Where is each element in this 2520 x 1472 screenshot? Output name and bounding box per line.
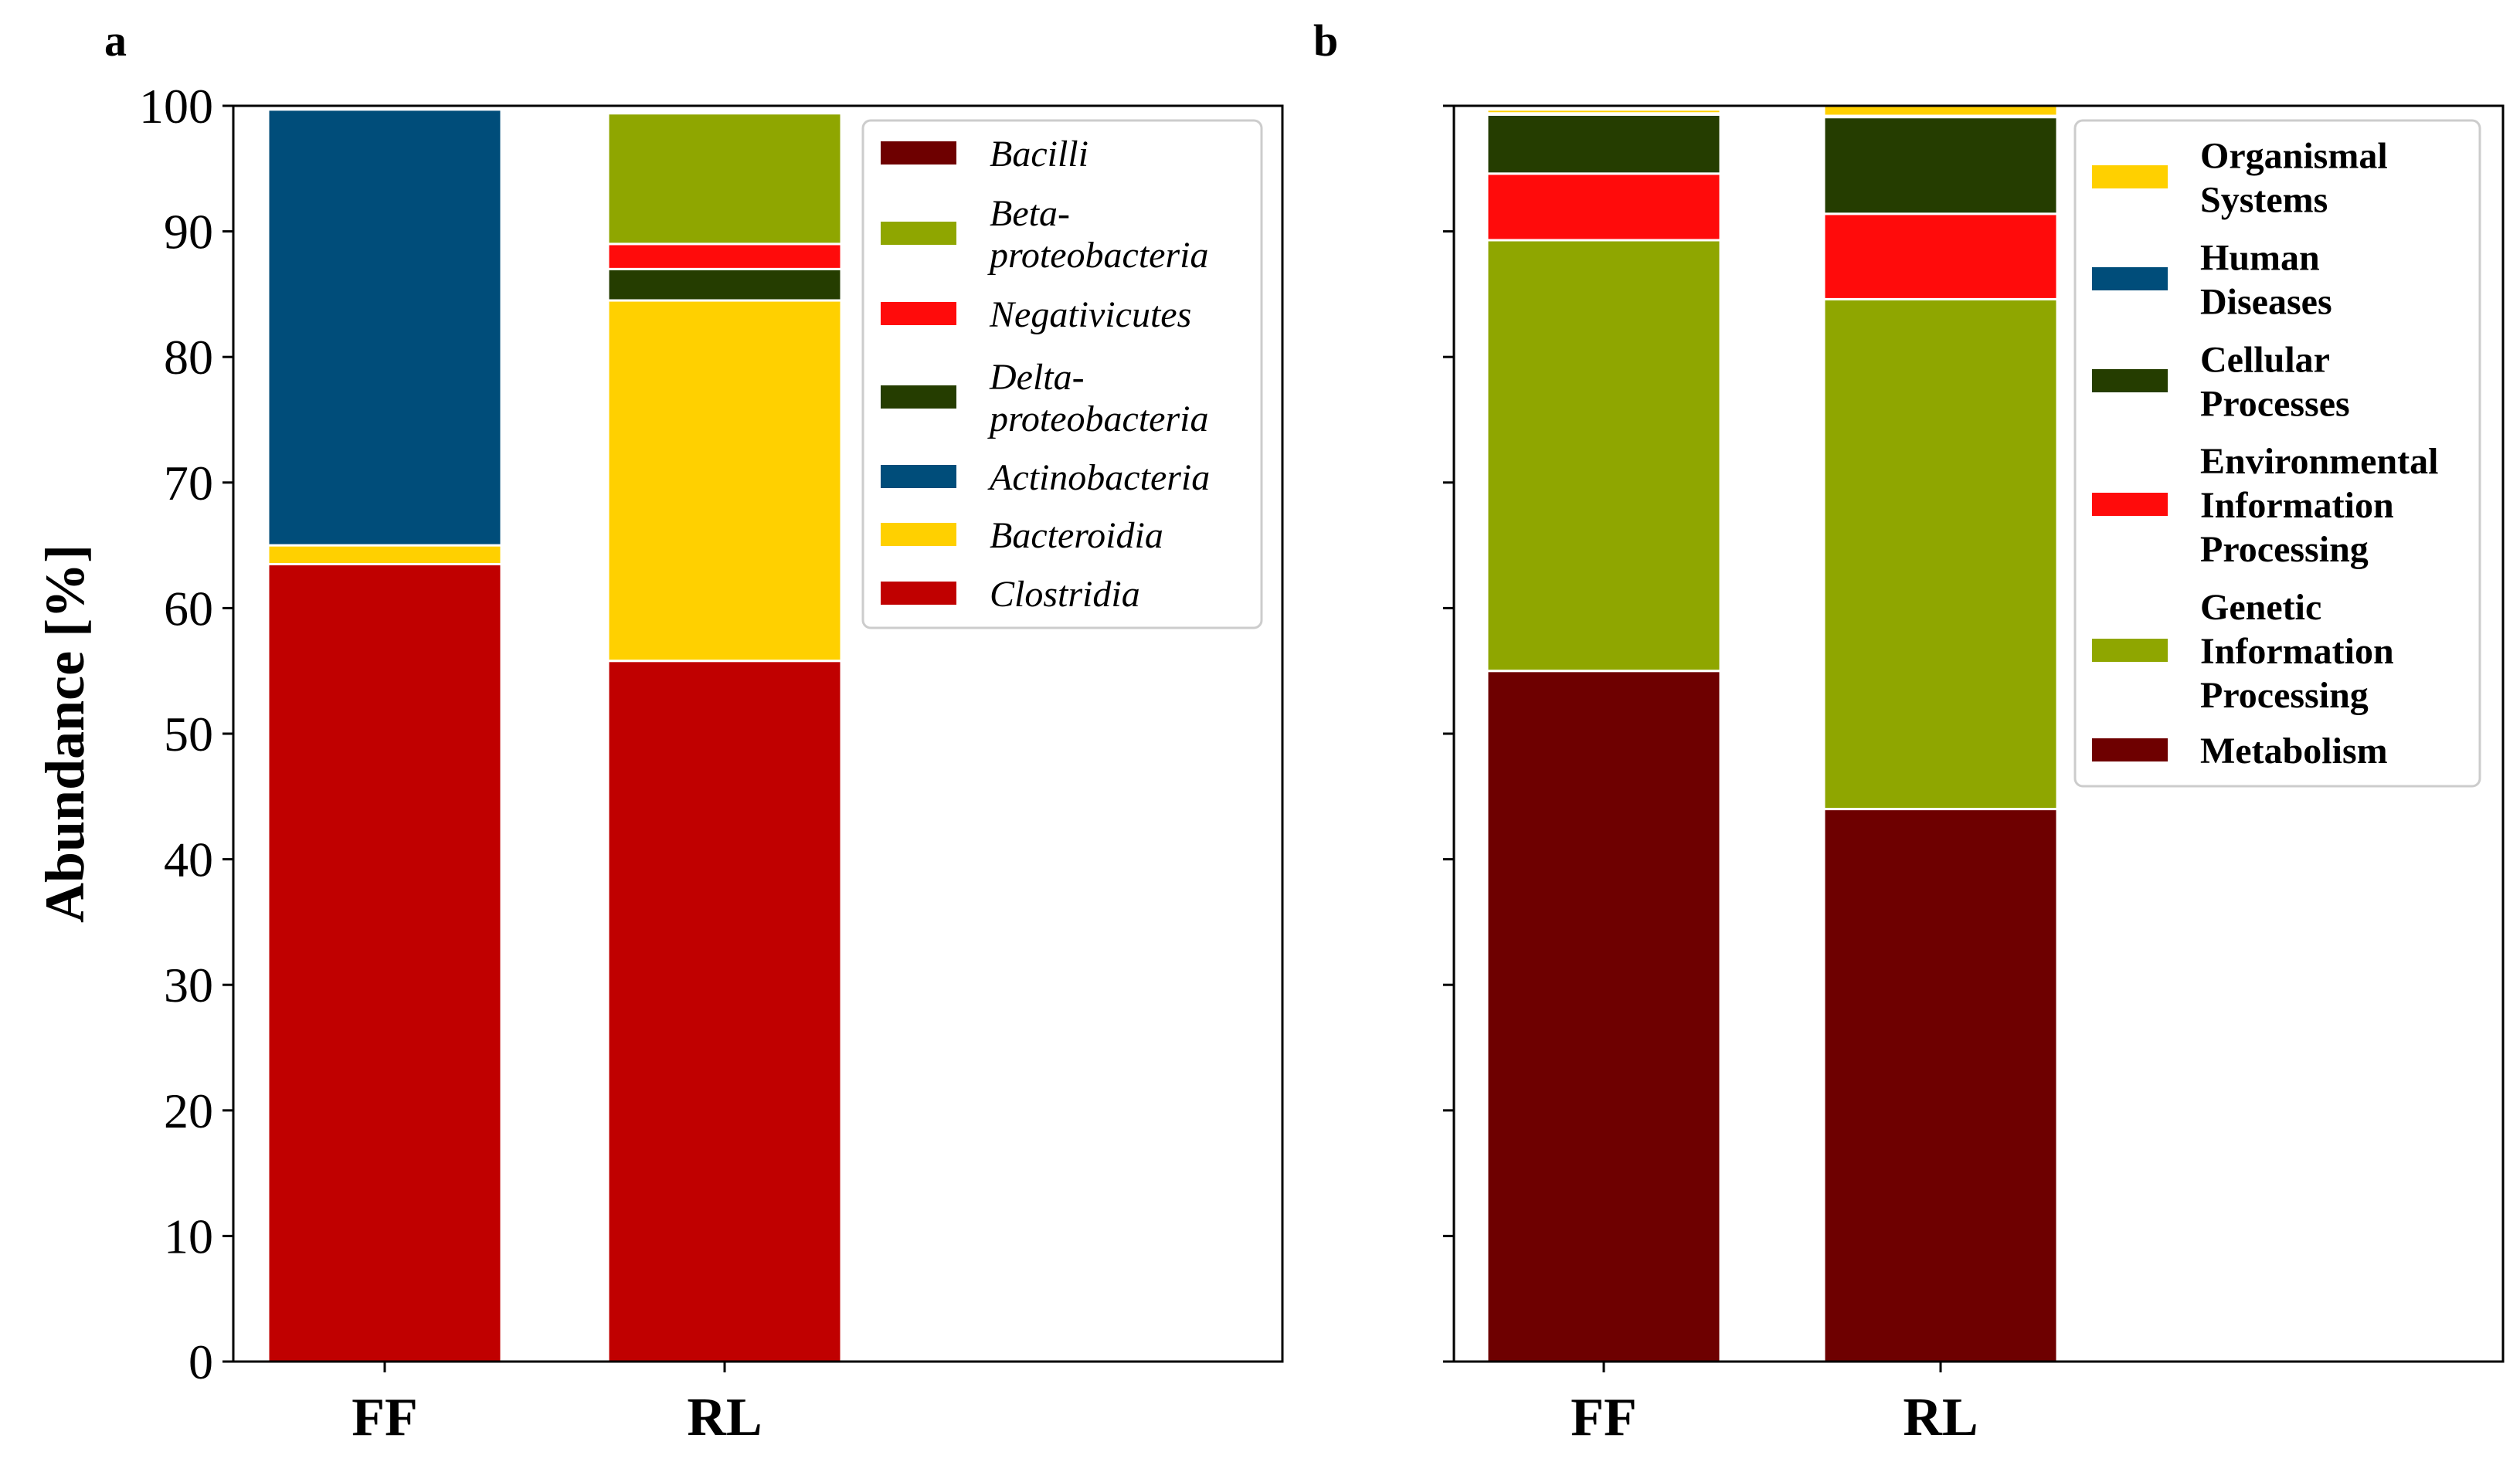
x-tick-label-b-ff: FF	[1571, 1388, 1637, 1447]
legend-label-a-bacteroidia: Bacteroidia	[990, 515, 1163, 556]
legend-item-a-actinobacteria: Actinobacteria	[881, 457, 1210, 498]
bar-b-rl-metabolism	[1822, 808, 2059, 1363]
legend-label-b-genetic-information-processing-line-1: Genetic	[2200, 587, 2321, 628]
y-tick-label-a-80: 80	[164, 330, 213, 385]
bar-b-rl-environmental-information-processing	[1822, 212, 2059, 300]
legend-swatch-a-clostridia	[881, 582, 956, 605]
legend-label-b-human-diseases-line-1: Human	[2200, 238, 2320, 279]
bar-a-rl-bacteroidia	[606, 299, 843, 663]
legend-swatch-b-organismal-systems	[2092, 165, 2168, 188]
y-tick-label-a-90: 90	[164, 205, 213, 259]
legend-label-b-genetic-information-processing-line-3: Processing	[2200, 675, 2369, 716]
bar-b-ff-metabolism	[1486, 670, 1722, 1363]
legend-swatch-a-bacilli	[881, 141, 956, 164]
legend-label-b-genetic-information-processing-line-2: Information	[2200, 631, 2394, 672]
legend-label-b-cellular-processes-line-2: Processes	[2200, 384, 2350, 425]
legend-item-a-bacteroidia: Bacteroidia	[881, 515, 1163, 556]
legend-swatch-b-metabolism	[2092, 738, 2168, 761]
y-tick-label-a-20: 20	[164, 1084, 213, 1138]
legend-swatch-b-environmental-information-processing	[2092, 493, 2168, 516]
bar-b-rl-cellular-processes	[1822, 116, 2059, 215]
bar-a-rl-clostridia	[606, 660, 843, 1363]
legend-label-a-bacilli: Bacilli	[990, 134, 1088, 175]
legend-swatch-b-human-diseases	[2092, 267, 2168, 290]
legend-swatch-a-negativicutes	[881, 302, 956, 325]
legend-a: Bacilli Beta-proteobacteria Negativicutes D…	[861, 119, 1263, 629]
x-tick-label-b-rl: RL	[1903, 1388, 1978, 1447]
bar-b-ff-organismal-systems	[1486, 108, 1722, 115]
legend-swatch-a-bacteroidia	[881, 523, 956, 546]
y-tick-label-a-10: 10	[164, 1209, 213, 1263]
bar-a-ff-clostridia	[267, 562, 503, 1363]
bar-a-ff-actinobacteria	[267, 108, 503, 547]
y-tick-label-a-60: 60	[164, 581, 213, 636]
legend-label-b-organismal-systems-line-2: Systems	[2200, 180, 2328, 221]
legend-label-b-metabolism: Metabolism	[2200, 731, 2388, 772]
legend-item-a-negativicutes: Negativicutes	[881, 294, 1191, 335]
panel-letter-b: b	[1313, 15, 1338, 66]
legend-label-b-environmental-information-processing-line-3: Processing	[2200, 529, 2369, 570]
legend-label-a-beta-proteobacteria-line-1: Beta-	[990, 193, 1070, 234]
legend-label-b-human-diseases-line-2: Diseases	[2200, 282, 2332, 323]
legend-swatch-b-genetic-information-processing	[2092, 639, 2168, 662]
bar-b-ff-genetic-information-processing	[1486, 239, 1722, 673]
bar-b-rl-organismal-systems	[1822, 103, 2059, 117]
legend-label-a-actinobacteria: Actinobacteria	[987, 457, 1210, 498]
legend-label-b-organismal-systems-line-1: Organismal	[2200, 136, 2388, 177]
legend-swatch-b-cellular-processes	[2092, 369, 2168, 392]
legend-swatch-a-actinobacteria	[881, 465, 956, 488]
legend-label-a-negativicutes: Negativicutes	[989, 294, 1191, 335]
panel-a-chart: 0 10 20 30 40 50 60 70 80 90 100 FF RL Bacilli Beta-pr…	[139, 79, 1284, 1447]
legend-label-a-beta-proteobacteria-line-2: proteobacteria	[987, 235, 1209, 276]
legend-item-b-metabolism: Metabolism	[2092, 731, 2388, 772]
legend-frame-b	[2073, 119, 2481, 788]
legend-b: OrganismalSystemsHumanDiseasesCellularPr…	[2073, 119, 2481, 788]
legend-label-a-clostridia: Clostridia	[990, 574, 1140, 615]
legend-label-b-environmental-information-processing-line-1: Environmental	[2200, 441, 2438, 482]
legend-item-a-delta-proteobacteria: Delta-proteobacteria	[881, 357, 1209, 439]
y-tick-label-a-100: 100	[139, 79, 213, 134]
bar-a-rl-beta-proteobacteria	[606, 112, 843, 246]
y-tick-label-a-40: 40	[164, 833, 213, 887]
legend-item-a-clostridia: Clostridia	[881, 574, 1140, 615]
legend-frame-a	[861, 119, 1263, 629]
bar-a-rl-negativicutes	[606, 243, 843, 270]
legend-label-a-delta-proteobacteria-line-2: proteobacteria	[987, 399, 1209, 439]
y-axis-label: Abundance [%]	[34, 544, 96, 923]
legend-label-b-environmental-information-processing-line-2: Information	[2200, 485, 2394, 526]
bar-b-rl-genetic-information-processing	[1822, 297, 2059, 811]
legend-swatch-a-beta-proteobacteria	[881, 222, 956, 245]
legend-item-a-bacilli: Bacilli	[881, 134, 1088, 175]
x-tick-label-a-ff: FF	[352, 1388, 418, 1447]
legend-label-b-cellular-processes-line-1: Cellular	[2200, 340, 2330, 381]
bar-a-ff-bacteroidia	[267, 544, 503, 565]
bar-a-rl-delta-proteobacteria	[606, 267, 843, 302]
bar-b-ff-environmental-information-processing	[1486, 172, 1722, 242]
legend-label-a-delta-proteobacteria-line-1: Delta-	[989, 357, 1085, 398]
x-tick-label-a-rl: RL	[687, 1388, 762, 1447]
legend-item-a-beta-proteobacteria: Beta-proteobacteria	[881, 193, 1209, 276]
panel-letter-a: a	[104, 15, 127, 66]
y-tick-label-a-0: 0	[188, 1335, 213, 1389]
legend-swatch-a-delta-proteobacteria	[881, 385, 956, 409]
y-tick-label-a-30: 30	[164, 958, 213, 1012]
y-tick-label-a-70: 70	[164, 456, 213, 510]
y-tick-label-a-50: 50	[164, 707, 213, 761]
bar-b-ff-cellular-processes	[1486, 113, 1722, 175]
